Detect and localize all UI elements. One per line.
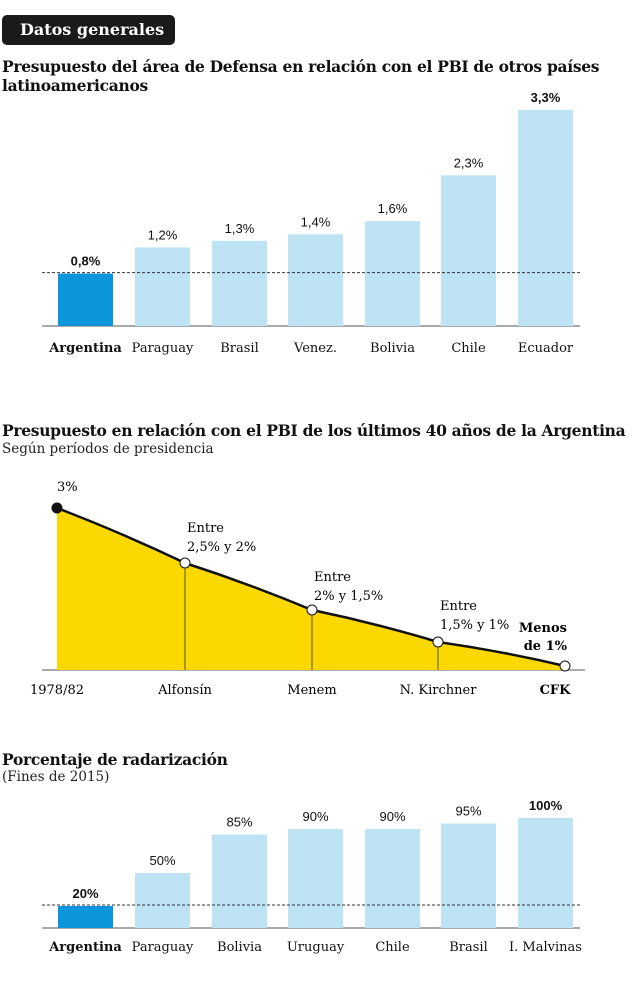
chart2-category-label-0: 1978/82 xyxy=(30,683,84,698)
chart3-bar-4 xyxy=(365,829,420,928)
chart1-value-label-0: 0,8% xyxy=(71,254,101,269)
chart1-category-label-6: Ecuador xyxy=(518,341,574,356)
chart3-category-label-4: Chile xyxy=(375,940,410,955)
chart2-point-3 xyxy=(432,636,444,648)
chart3-bar-3 xyxy=(288,829,343,928)
chart2-subtitle: Según períodos de presidencia xyxy=(2,441,214,457)
chart1-value-label-3: 1,4% xyxy=(301,214,331,229)
chart1-bar-1 xyxy=(135,247,190,326)
chart2-annotation-1-1: 2,5% y 2% xyxy=(187,540,256,555)
chart2-category-label-4: CFK xyxy=(540,683,572,698)
chart3-category-label-6: I. Malvinas xyxy=(509,940,582,955)
chart3-category-label-0: Argentina xyxy=(48,940,122,955)
chart3-category-label-2: Bolivia xyxy=(217,940,262,955)
chart2-annotation-0-0: 3% xyxy=(57,480,78,495)
chart2-annotation-3-1: 1,5% y 1% xyxy=(440,618,509,633)
chart2-point-4 xyxy=(559,660,571,672)
chart3-title: Porcentaje de radarización xyxy=(2,750,228,769)
chart3-value-label-0: 20% xyxy=(72,886,98,901)
chart1-value-label-1: 1,2% xyxy=(148,227,178,242)
chart1-bar-4 xyxy=(365,221,420,326)
chart3-category-label-3: Uruguay xyxy=(287,940,345,955)
chart3-value-label-5: 95% xyxy=(455,804,481,819)
chart3-category-label-5: Brasil xyxy=(449,940,488,955)
chart1-bar-3 xyxy=(288,234,343,326)
chart2-annotation-1-0: Entre xyxy=(187,521,224,536)
chart2-point-0 xyxy=(51,502,63,514)
chart3-subtitle: (Fines de 2015) xyxy=(2,769,110,785)
chart1-category-label-2: Brasil xyxy=(220,341,259,356)
chart2-title: Presupuesto en relación con el PBI de lo… xyxy=(2,421,626,440)
chart1-title: Presupuesto del área de Defensa en relac… xyxy=(2,57,600,95)
chart1-category-label-4: Bolivia xyxy=(370,341,415,356)
chart2-category-label-1: Alfonsín xyxy=(157,683,212,698)
chart3-value-label-3: 90% xyxy=(302,809,328,824)
chart1-value-label-6: 3,3% xyxy=(531,90,561,105)
chart2-category-label-3: N. Kirchner xyxy=(400,683,478,698)
chart1-bar-6 xyxy=(518,109,573,326)
chart3-category-label-1: Paraguay xyxy=(132,940,194,955)
chart2-category-label-2: Menem xyxy=(287,683,336,698)
chart2-annotation-4-0: Menos xyxy=(519,621,567,636)
chart3-bar-1 xyxy=(135,873,190,928)
chart1-value-label-2: 1,3% xyxy=(225,221,255,236)
chart1-bar-2 xyxy=(212,240,267,326)
chart3-bar-6 xyxy=(518,818,573,928)
chart2-annotation-3-0: Entre xyxy=(440,599,477,614)
chart3-bar-2 xyxy=(212,834,267,928)
chart2-annotation-4-1: de 1% xyxy=(524,639,568,654)
chart3-value-label-6: 100% xyxy=(529,798,563,813)
section-badge: Datos generales xyxy=(2,15,175,45)
chart3-bar-0 xyxy=(58,906,113,928)
chart2-annotation-2-1: 2% y 1,5% xyxy=(314,589,383,604)
chart1-category-label-3: Venez. xyxy=(293,341,337,356)
chart2-annotation-2-0: Entre xyxy=(314,570,351,585)
chart1-category-label-0: Argentina xyxy=(48,341,122,356)
chart3-bar-5 xyxy=(441,823,496,928)
chart3-value-label-2: 85% xyxy=(226,815,252,830)
chart1-value-label-4: 1,6% xyxy=(378,201,408,216)
chart1-bar-0 xyxy=(58,273,113,326)
chart3-value-label-4: 90% xyxy=(379,809,405,824)
chart1-value-label-5: 2,3% xyxy=(454,155,484,170)
chart1-bar-5 xyxy=(441,175,496,326)
chart2-point-2 xyxy=(306,604,318,616)
chart3-value-label-1: 50% xyxy=(149,853,175,868)
chart1-category-label-1: Paraguay xyxy=(132,341,194,356)
chart1-category-label-5: Chile xyxy=(451,341,486,356)
chart2-point-1 xyxy=(179,557,191,569)
chart2-area xyxy=(57,508,565,670)
